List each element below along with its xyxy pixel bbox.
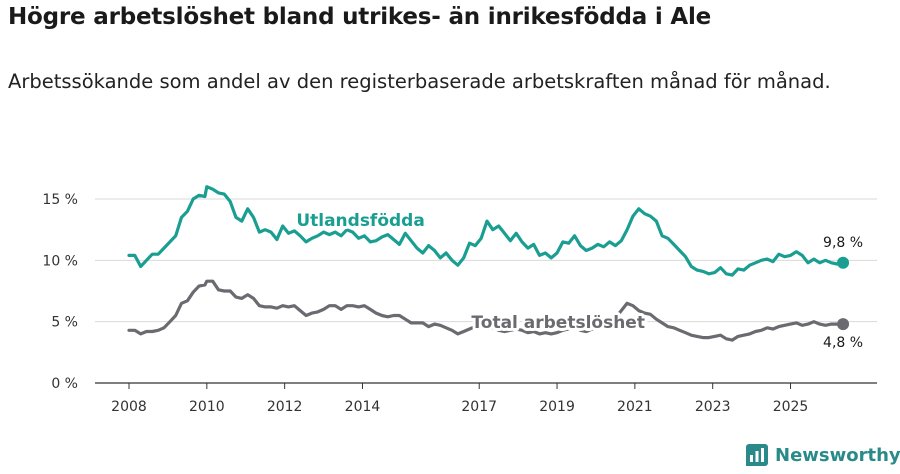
x-tick-label: 2008	[111, 399, 147, 415]
brand-name: Newsworthy	[775, 444, 900, 466]
x-tick-label: 2012	[267, 399, 303, 415]
series-end-point	[837, 318, 850, 331]
series-line-total	[127, 279, 845, 342]
end-value-label-total: 4,8 %	[823, 335, 863, 351]
x-tick-label: 2010	[189, 399, 225, 415]
x-tick-label: 2023	[695, 399, 731, 415]
series-line-utlandsfodda	[127, 185, 845, 277]
y-axis: 0 % 5 % 10 % 15 %	[42, 192, 78, 392]
newsworthy-logo-icon	[746, 444, 768, 466]
series-lines	[127, 185, 850, 342]
y-tick-label: 15 %	[42, 192, 78, 208]
x-axis: 2008 2010 2012 2014 2017 2019 2021 2023 2025	[95, 382, 877, 415]
x-tick-label: 2025	[773, 399, 809, 415]
y-tick-label: 0 %	[51, 376, 78, 392]
chart-subtitle: Arbetssökande som andel av den registerb…	[8, 70, 831, 93]
x-tick-label: 2019	[539, 399, 575, 415]
gridlines	[95, 198, 877, 323]
series-end-point	[837, 256, 850, 269]
series-label-utlandsfodda: Utlandsfödda	[296, 211, 425, 231]
x-tick-label: 2017	[461, 399, 497, 415]
series-label-total: Total arbetslöshet	[471, 313, 645, 333]
chart-title: Högre arbetslöshet bland utrikes- än inr…	[8, 4, 712, 30]
y-tick-label: 10 %	[42, 253, 78, 269]
y-tick-label: 5 %	[51, 315, 78, 331]
end-value-label-utlandsfodda: 9,8 %	[823, 235, 863, 251]
x-tick-label: 2014	[345, 399, 381, 415]
newsworthy-brand: Newsworthy	[745, 443, 900, 467]
series-labels: Utlandsfödda Total arbetslöshet 9,8 % 4,8 %	[293, 208, 863, 351]
x-tick-label: 2021	[617, 399, 653, 415]
